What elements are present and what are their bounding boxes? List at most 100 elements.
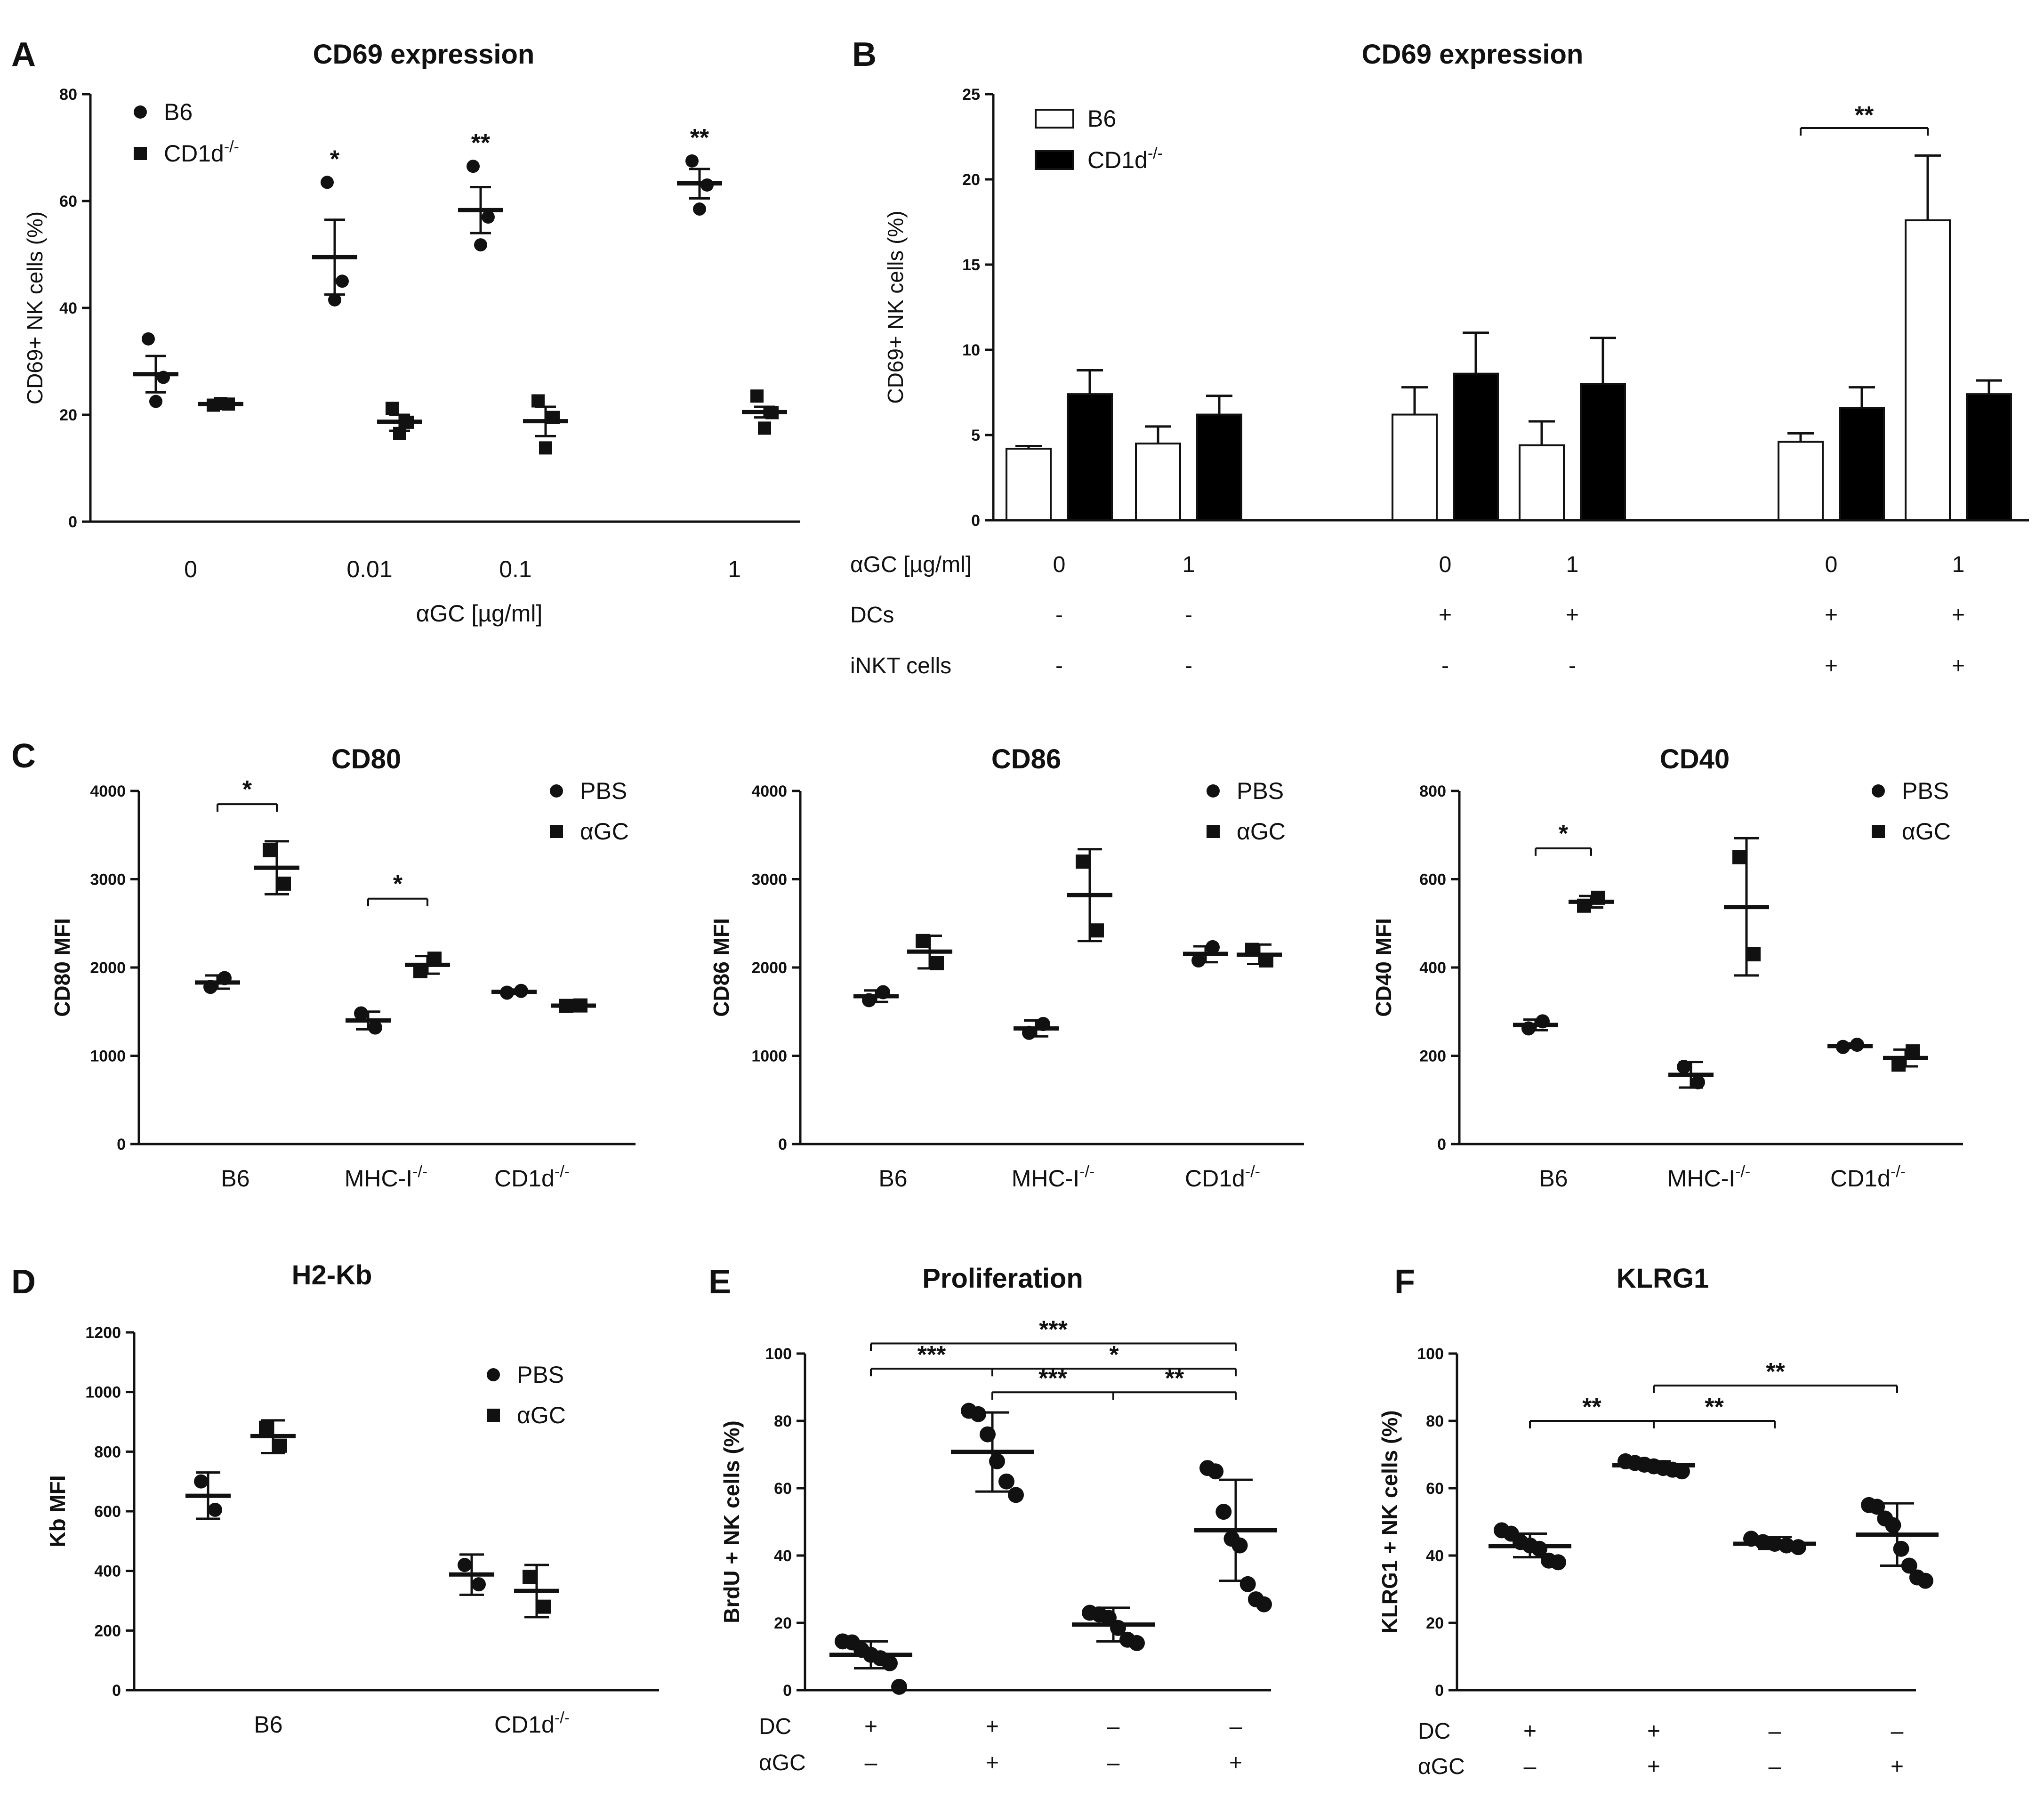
legend-swatch-B bbox=[1035, 150, 1074, 170]
condition-label-B: DCs bbox=[850, 603, 894, 628]
sig-label-F: ** bbox=[1766, 1358, 1785, 1386]
x-tick-label-C1: CD1d-/- bbox=[494, 1163, 570, 1192]
condition-value-E: – bbox=[1107, 1714, 1120, 1739]
sig-label-B: ** bbox=[1855, 102, 1874, 129]
y-tick-label-A: 80 bbox=[59, 86, 77, 104]
x-tick-label-C3-sup: -/- bbox=[1735, 1163, 1750, 1181]
y-tick-label-D: 600 bbox=[94, 1503, 121, 1521]
condition-value-F: – bbox=[1524, 1754, 1537, 1779]
legend-label-C3: αGC bbox=[1902, 818, 1951, 845]
legend-label-C2-main: αGC bbox=[1237, 818, 1286, 845]
legend-label-A: CD1d-/- bbox=[164, 138, 239, 167]
data-point-A bbox=[750, 389, 764, 403]
condition-value-E: – bbox=[1230, 1714, 1242, 1739]
condition-value-B: + bbox=[1952, 603, 1965, 628]
condition-value-E: + bbox=[986, 1714, 999, 1739]
data-point-F bbox=[1893, 1540, 1909, 1557]
condition-value-B: 0 bbox=[1053, 552, 1066, 577]
condition-value-E: – bbox=[1107, 1750, 1120, 1775]
condition-value-B: 1 bbox=[1183, 552, 1195, 577]
y-tick-label-C1: 0 bbox=[117, 1136, 126, 1153]
condition-value-B: 1 bbox=[1566, 552, 1579, 577]
y-axis-title-C3: CD40 MFI bbox=[1371, 918, 1396, 1017]
legend-marker-D bbox=[487, 1409, 500, 1422]
condition-value-E: + bbox=[864, 1714, 877, 1739]
y-tick-label-D: 200 bbox=[94, 1622, 121, 1640]
data-point-A bbox=[336, 274, 349, 288]
data-point-C2 bbox=[1090, 923, 1104, 938]
x-tick-label-C3: CD1d-/- bbox=[1830, 1163, 1906, 1192]
bar-B bbox=[1135, 443, 1181, 521]
y-tick-label-B: 15 bbox=[962, 256, 980, 274]
legend-label-C3-main: αGC bbox=[1902, 818, 1951, 845]
data-point-E bbox=[1239, 1576, 1256, 1592]
x-tick-label-C2: B6 bbox=[878, 1165, 907, 1192]
sig-label-E: * bbox=[1109, 1341, 1119, 1369]
chart-title-F: KLRG1 bbox=[1617, 1263, 1709, 1294]
data-point-C1 bbox=[277, 876, 291, 891]
data-point-F bbox=[1550, 1554, 1566, 1571]
sig-label-A: ** bbox=[690, 124, 709, 152]
y-tick-label-D: 400 bbox=[94, 1563, 121, 1580]
x-tick-label-C2-sup: -/- bbox=[1079, 1163, 1094, 1181]
y-axis-title-A: CD69+ NK cells (%) bbox=[23, 211, 47, 404]
chart-title-A: CD69 expression bbox=[313, 39, 535, 70]
data-point-C3 bbox=[1732, 850, 1746, 864]
condition-label-E: DC bbox=[759, 1714, 791, 1739]
data-point-A bbox=[531, 394, 545, 408]
y-tick-label-A: 40 bbox=[59, 299, 77, 317]
legend-label-C1: αGC bbox=[580, 818, 629, 845]
sig-label-A: ** bbox=[471, 129, 491, 157]
bar-B bbox=[1453, 372, 1499, 521]
sig-label-C1: * bbox=[242, 776, 252, 803]
sig-label-E: *** bbox=[1038, 1365, 1067, 1392]
sig-label-F: ** bbox=[1582, 1394, 1601, 1421]
data-point-E bbox=[1008, 1487, 1024, 1503]
condition-label-F: DC bbox=[1418, 1719, 1450, 1744]
bar-B bbox=[1778, 441, 1824, 521]
y-axis-title-D: Kb MFI bbox=[45, 1475, 70, 1547]
data-point-E bbox=[970, 1406, 986, 1422]
x-tick-label-D-main: CD1d bbox=[494, 1711, 555, 1738]
legend-swatch-B bbox=[1035, 109, 1074, 129]
x-tick-label-C3-main: MHC-I bbox=[1667, 1165, 1735, 1192]
y-tick-label-C1: 3000 bbox=[90, 871, 126, 889]
x-tick-label-A: 1 bbox=[728, 556, 741, 582]
legend-label-C2: αGC bbox=[1237, 818, 1286, 845]
legend-label-B-main: B6 bbox=[1087, 105, 1116, 132]
legend-marker-D bbox=[487, 1368, 500, 1381]
data-point-E bbox=[1215, 1504, 1232, 1520]
x-tick-label-D-sup: -/- bbox=[555, 1709, 570, 1727]
data-point-A bbox=[386, 402, 399, 415]
y-tick-label-C1: 2000 bbox=[90, 959, 126, 977]
y-tick-label-F: 100 bbox=[1417, 1345, 1444, 1363]
x-tick-label-C3-sup: -/- bbox=[1891, 1163, 1906, 1181]
x-tick-label-C1: B6 bbox=[221, 1165, 249, 1192]
legend-label-B-sup: -/- bbox=[1148, 145, 1163, 162]
data-point-D bbox=[208, 1502, 222, 1517]
y-tick-label-F: 60 bbox=[1426, 1480, 1444, 1498]
y-tick-label-D: 1200 bbox=[85, 1324, 121, 1342]
chart-title-D: H2-Kb bbox=[292, 1260, 372, 1290]
data-point-D bbox=[537, 1599, 551, 1614]
data-point-D bbox=[458, 1558, 472, 1572]
condition-value-F: – bbox=[1769, 1754, 1781, 1779]
condition-value-B: 0 bbox=[1825, 552, 1838, 577]
legend-marker-C2 bbox=[1207, 784, 1220, 798]
legend-label-A: B6 bbox=[164, 99, 193, 125]
y-tick-label-C3: 0 bbox=[1437, 1136, 1446, 1153]
condition-value-E: + bbox=[1229, 1750, 1242, 1775]
x-tick-label-C1-main: CD1d bbox=[494, 1165, 555, 1192]
legend-marker-A bbox=[134, 147, 147, 160]
y-tick-label-E: 60 bbox=[774, 1480, 792, 1498]
condition-value-B: 1 bbox=[1952, 552, 1965, 577]
sig-label-E: ** bbox=[1165, 1365, 1184, 1392]
data-point-E bbox=[1231, 1537, 1248, 1554]
y-tick-label-F: 80 bbox=[1426, 1412, 1444, 1430]
y-tick-label-E: 100 bbox=[765, 1345, 792, 1363]
legend-label-D: αGC bbox=[517, 1402, 566, 1428]
y-tick-label-C3: 800 bbox=[1419, 782, 1446, 800]
condition-label-B: αGC [µg/ml] bbox=[850, 552, 972, 577]
sig-label-C3: * bbox=[1559, 820, 1569, 847]
legend-marker-C1 bbox=[550, 784, 563, 798]
